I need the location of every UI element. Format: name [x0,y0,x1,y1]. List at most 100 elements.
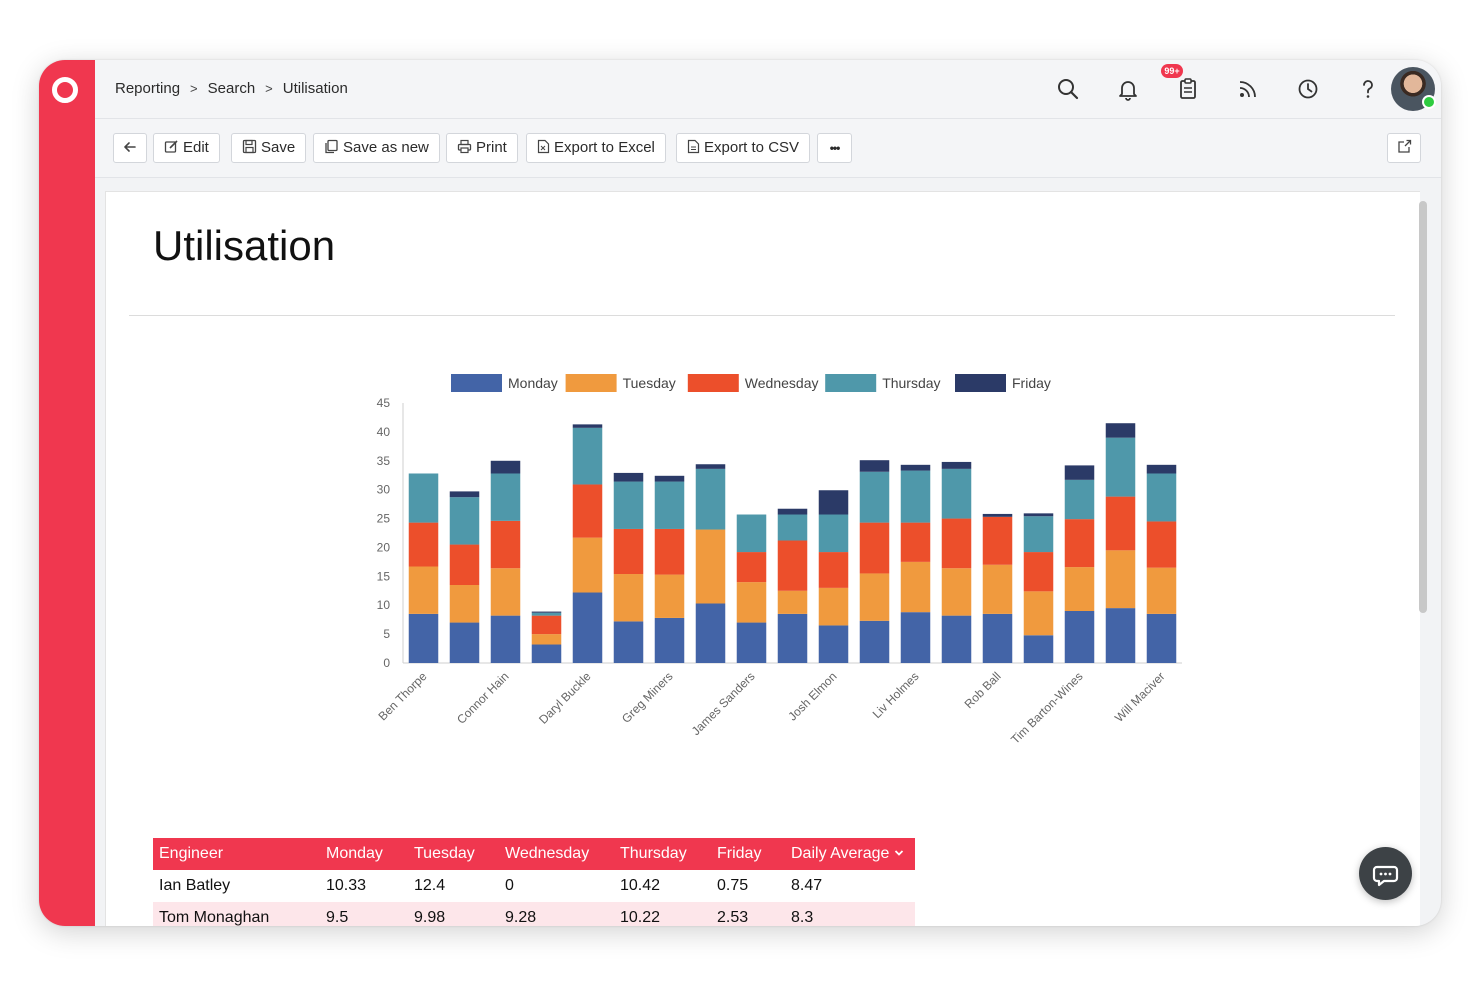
clock-icon[interactable] [1295,76,1321,102]
bar-segment [695,464,726,469]
bar-segment [449,585,480,623]
user-avatar[interactable] [1391,67,1436,111]
bar-segment [900,522,931,562]
x-tick-label: Greg Miners [619,669,676,726]
legend-label: Monday [508,375,558,391]
report-content: Utilisation 0 5 10 15 20 25 30 35 40 45 Ben Thorpe… [105,191,1427,926]
bar-segment [449,491,480,498]
bar-segment [572,427,603,485]
export-csv-button[interactable]: Export to CSV [676,133,811,163]
bar-segment [736,582,767,623]
legend-swatch [955,374,1006,392]
bar-segment [982,564,1013,614]
y-tick-label: 0 [383,656,390,670]
x-tick-label: Rob Ball [962,669,1004,711]
breadcrumb-search[interactable]: Search [207,80,256,97]
chat-bubble-icon [1372,865,1399,887]
scrollbar-thumb[interactable] [1419,201,1427,613]
bar-segment [1064,567,1095,611]
print-button[interactable]: Print [446,133,518,163]
rss-icon[interactable] [1235,76,1261,102]
column-header-monday[interactable]: Monday [320,838,408,870]
column-header-daily-average[interactable]: Daily Average [785,838,915,870]
bar-segment [1105,423,1136,438]
help-icon[interactable] [1355,76,1381,102]
bar-segment [408,522,439,567]
title-divider [129,315,1395,316]
save-button[interactable]: Save [231,133,307,163]
bar-segment [1064,465,1095,480]
table-row[interactable]: Ian Batley 10.33 12.4 0 10.42 0.75 8.47 [153,870,915,902]
y-tick-label: 15 [377,569,391,583]
legend-swatch [825,374,877,392]
bar-segment [531,634,562,645]
legend-swatch [451,374,502,392]
column-header-tuesday[interactable]: Tuesday [408,838,499,870]
save-button-label: Save [261,139,296,156]
y-tick-label: 40 [377,425,391,439]
cell-wednesday: 0 [505,877,514,894]
bar-segment [1064,519,1095,568]
breadcrumb-utilisation: Utilisation [282,80,348,97]
cell-tuesday: 12.4 [414,877,446,894]
app-window: Reporting > Search > Utilisation 99+ [39,60,1441,926]
column-header-thursday[interactable]: Thursday [614,838,711,870]
bar-segment [654,528,685,575]
bar-segment [1105,496,1136,551]
breadcrumb-separator: > [265,81,273,96]
app-logo-icon[interactable] [52,77,78,103]
notification-badge: 99+ [1161,64,1183,78]
bar-segment [449,544,480,585]
bar-segment [531,615,562,635]
copy-icon [325,139,338,154]
bar-segment [1146,567,1177,614]
bar-segment [1105,437,1136,497]
bar-segment [1146,473,1177,522]
bar-segment [408,613,439,663]
daily-average-label: Daily Average [791,845,890,862]
edit-button-label: Edit [183,139,209,156]
bar-segment [859,522,890,574]
clipboard-icon[interactable]: 99+ [1161,64,1201,102]
bar-segment [1105,550,1136,609]
bar-segment [818,587,849,626]
external-link-icon [1397,139,1411,153]
legend-label: Tuesday [623,375,676,391]
more-options-button[interactable]: ••• [817,133,852,163]
save-as-new-button[interactable]: Save as new [313,133,440,163]
back-button[interactable] [113,133,147,163]
bar-segment [818,490,849,515]
search-icon[interactable] [1055,76,1081,102]
bell-icon[interactable] [1115,76,1141,102]
bar-segment [1023,552,1054,592]
online-status-dot [1422,95,1436,109]
export-excel-button[interactable]: Export to Excel [526,133,666,163]
bar-segment [736,552,767,583]
export-excel-button-label: Export to Excel [554,139,655,156]
edit-button[interactable]: Edit [153,133,220,163]
bar-segment [1146,464,1177,474]
open-external-button[interactable] [1387,133,1421,163]
legend-swatch [565,374,617,392]
x-tick-label: Daryl Buckle [536,669,594,727]
bar-segment [449,497,480,545]
bar-segment [408,566,439,614]
column-header-wednesday[interactable]: Wednesday [499,838,614,870]
vertical-scrollbar[interactable] [1417,197,1427,926]
more-options-label: ••• [829,141,841,155]
bar-segment [1146,613,1177,663]
column-header-engineer[interactable]: Engineer [153,838,320,870]
cell-daily-average: 8.3 [785,902,915,926]
bar-segment [695,529,726,604]
breadcrumb-reporting[interactable]: Reporting [115,80,181,97]
bar-segment [900,470,931,523]
x-tick-label: Tim Barton-Wines [1008,669,1085,746]
column-header-friday[interactable]: Friday [711,838,785,870]
chat-button[interactable] [1359,847,1412,900]
bar-segment [818,552,849,588]
bar-segment [1064,479,1095,520]
bar-segment [654,617,685,663]
bar-segment [1023,591,1054,636]
table-row[interactable]: Tom Monaghan 9.5 9.98 9.28 10.22 2.53 8.… [153,902,915,926]
header-icons: 99+ [1021,60,1441,118]
